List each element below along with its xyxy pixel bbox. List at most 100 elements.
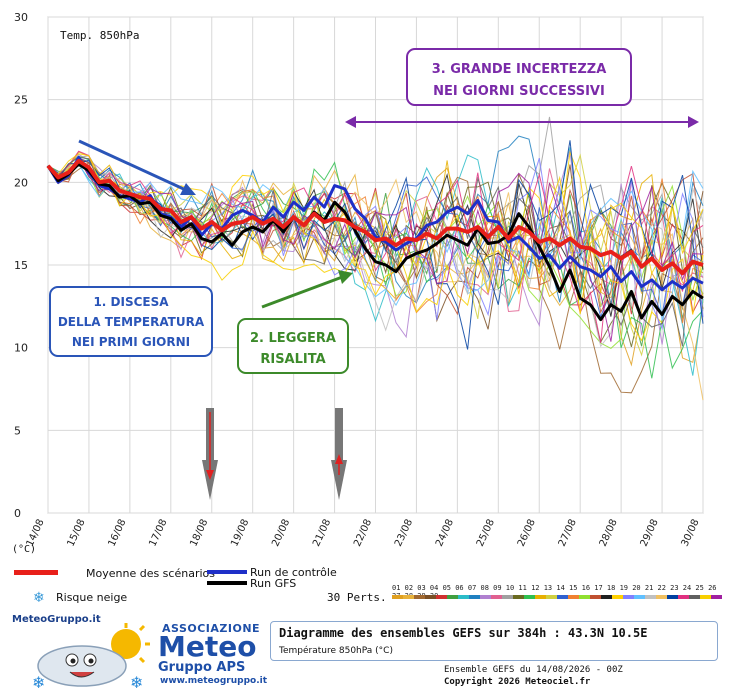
mean-line	[46, 158, 704, 276]
perts-swatch	[711, 595, 722, 599]
perts-swatch	[502, 595, 513, 599]
unit-label: (°C)	[12, 544, 36, 555]
association-label: ASSOCIAZIONE	[162, 622, 261, 635]
perturbation-line	[47, 161, 704, 401]
perts-swatch	[612, 595, 623, 599]
x-tick-label: 17/08	[147, 518, 169, 549]
x-tick-label: 22/08	[352, 518, 374, 549]
chart-title: Temp. 850hPa	[60, 29, 139, 42]
perturbation-line	[47, 140, 704, 350]
snowflake-icon: ❄	[32, 673, 45, 692]
y-tick-label: 25	[14, 94, 28, 107]
perturbation-line	[47, 150, 704, 345]
legend-snow-label: Risque neige	[56, 591, 127, 604]
perts-swatch	[568, 595, 579, 599]
perts-swatch	[403, 595, 414, 599]
perts-swatch	[392, 595, 403, 599]
perts-swatch	[700, 595, 711, 599]
y-tick-label: 0	[14, 507, 21, 520]
x-tick-label: 26/08	[516, 518, 538, 549]
main-series-lines	[46, 156, 704, 322]
gfs-line	[46, 162, 704, 322]
gruppo-wordmark: Gruppo APS	[158, 660, 246, 675]
x-tick-label: 25/08	[475, 518, 497, 549]
perts-swatch	[590, 595, 601, 599]
info-subtitle: Température 850hPa (°C)	[279, 646, 393, 656]
perts-swatch	[480, 595, 491, 599]
y-tick-label: 15	[14, 259, 28, 272]
annotation-rise-line2: RISALITA	[260, 352, 325, 367]
y-tick-label: 5	[14, 424, 21, 437]
perts-swatch	[447, 595, 458, 599]
perts-swatch	[491, 595, 502, 599]
uncertainty-double-arrow	[345, 116, 699, 128]
info-title: Diagramme des ensembles GEFS sur 384h : …	[279, 626, 648, 640]
perts-swatch	[634, 595, 645, 599]
sun-icon	[111, 629, 141, 659]
credit-copyright: Copyright 2026 Meteociel.fr	[444, 677, 591, 687]
perts-swatch	[469, 595, 480, 599]
y-tick-label: 10	[14, 342, 28, 355]
date-marker-arrow	[202, 408, 218, 500]
x-tick-label: 16/08	[106, 518, 128, 549]
perts-swatch	[689, 595, 700, 599]
annotation-rise: 2. LEGGERA RISALITA	[237, 318, 349, 374]
perts-swatch	[436, 595, 447, 599]
perts-swatch	[557, 595, 568, 599]
x-tick-label: 29/08	[639, 518, 661, 549]
x-tick-label: 30/08	[680, 518, 702, 549]
x-tick-label: 20/08	[270, 518, 292, 549]
snowflake-icon: ❄	[33, 590, 45, 606]
perts-swatch	[601, 595, 612, 599]
perts-swatch	[645, 595, 656, 599]
perts-label: 30 Perts.	[327, 591, 387, 604]
x-tick-label: 24/08	[434, 518, 456, 549]
rise-arrow	[261, 270, 353, 309]
x-tick-label: 15/08	[66, 518, 88, 549]
annotation-rise-line1: 2. LEGGERA	[250, 331, 336, 346]
perts-swatch	[414, 595, 425, 599]
perts-swatch	[656, 595, 667, 599]
perts-swatch	[524, 595, 535, 599]
perturbation-line	[47, 157, 704, 319]
perts-swatch	[623, 595, 634, 599]
perturbation-line	[47, 162, 704, 321]
x-tick-label: 27/08	[557, 518, 579, 549]
site-url[interactable]: www.meteogruppo.it	[160, 676, 268, 686]
perts-swatch	[546, 595, 557, 599]
perts-swatch	[425, 595, 436, 599]
legend-gfs-swatch	[207, 581, 247, 585]
x-tick-label: 23/08	[393, 518, 415, 549]
snowflake-icon: ❄	[130, 673, 143, 692]
x-tick-label: 18/08	[188, 518, 210, 549]
annotation-uncertainty-line1: 3. GRANDE INCERTEZZA	[432, 62, 607, 77]
credit-ensemble: Ensemble GEFS du 14/08/2026 - 00Z	[444, 665, 623, 675]
descent-arrow	[78, 139, 196, 195]
x-tick-label: 21/08	[311, 518, 333, 549]
x-tick-label: 19/08	[229, 518, 251, 549]
annotation-descent-line3: NEI PRIMI GIORNI	[72, 335, 190, 349]
annotation-uncertainty: 3. GRANDE INCERTEZZA NEI GIORNI SUCCESSI…	[406, 48, 632, 106]
y-tick-label: 20	[14, 176, 28, 189]
perturbation-line	[47, 162, 704, 348]
annotation-descent-line1: 1. DISCESA	[93, 295, 169, 309]
legend-mean-swatch	[14, 570, 58, 575]
perts-swatch	[579, 595, 590, 599]
perts-swatches	[392, 595, 722, 599]
annotation-uncertainty-line2: NEI GIORNI SUCCESSIVI	[433, 84, 605, 99]
legend-control-label: Run de contrôle	[250, 566, 337, 579]
x-tick-label: 28/08	[598, 518, 620, 549]
y-tick-label: 30	[14, 11, 28, 24]
perts-swatch	[513, 595, 524, 599]
legend-mean-label: Moyenne des scénarios	[86, 567, 215, 580]
perts-swatch	[667, 595, 678, 599]
perturbation-line	[47, 162, 704, 350]
perts-swatch	[678, 595, 689, 599]
info-box: Diagramme des ensembles GEFS sur 384h : …	[270, 621, 718, 661]
annotation-descent: 1. DISCESA DELLA TEMPERATURA NEI PRIMI G…	[49, 286, 213, 357]
perturbation-line	[47, 157, 704, 342]
cloud-icon	[37, 645, 127, 687]
perts-swatch	[458, 595, 469, 599]
site-top-label: MeteoGruppo.it	[12, 614, 101, 625]
